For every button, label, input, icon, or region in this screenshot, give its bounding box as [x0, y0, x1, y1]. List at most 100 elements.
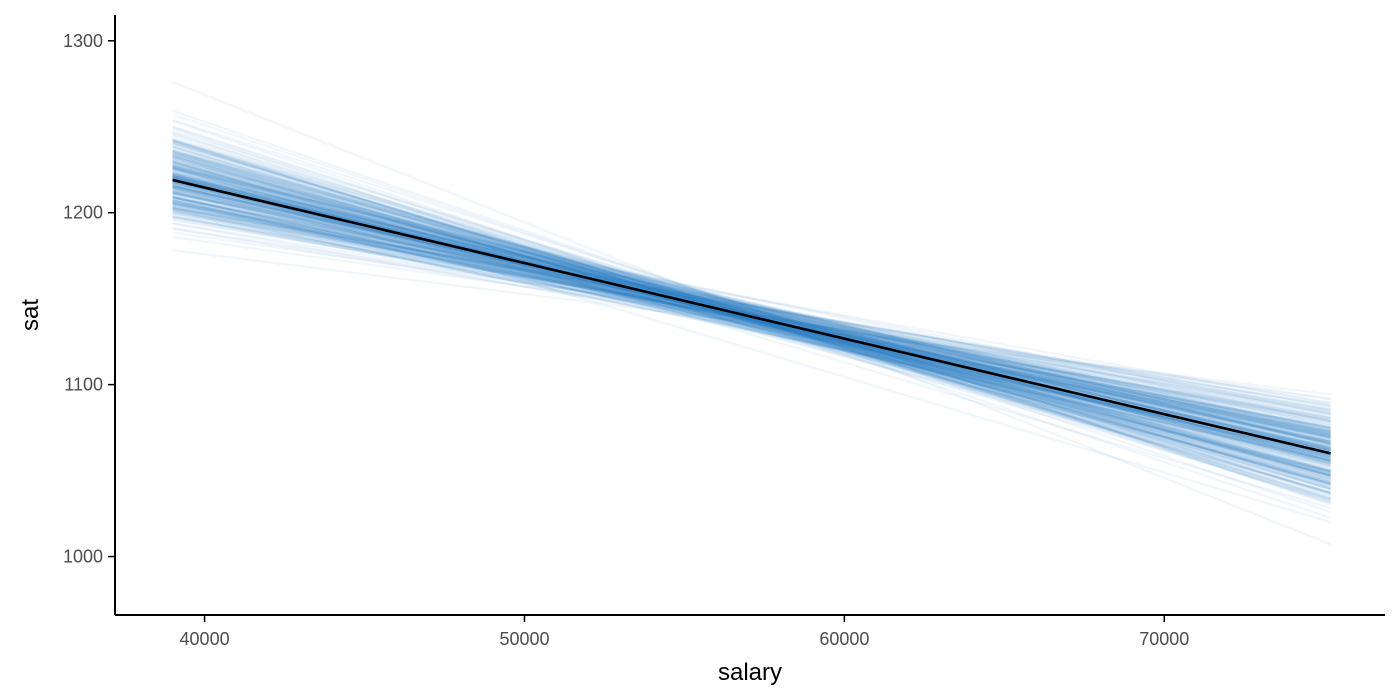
- posterior-draw-line: [172, 190, 1331, 436]
- posterior-draw-line: [172, 174, 1331, 431]
- posterior-draw-line: [172, 178, 1331, 447]
- posterior-draw-line: [172, 180, 1331, 459]
- posterior-draw-line: [172, 219, 1331, 411]
- posterior-draw-line: [172, 201, 1331, 411]
- posterior-draw-line: [172, 182, 1331, 427]
- posterior-draw-line: [172, 199, 1331, 442]
- posterior-draw-line: [172, 202, 1331, 444]
- posterior-draw-line: [172, 192, 1331, 419]
- posterior-draw-line: [172, 192, 1331, 428]
- posterior-draw-line: [172, 174, 1331, 446]
- posterior-draw-line: [172, 201, 1331, 438]
- posterior-draw-line: [172, 204, 1331, 440]
- posterior-draw-line: [172, 167, 1331, 485]
- posterior-draw-line: [172, 164, 1331, 478]
- posterior-draw-line: [172, 177, 1331, 477]
- posterior-draw-line: [172, 169, 1331, 461]
- posterior-draw-line: [172, 175, 1331, 447]
- posterior-draw-line: [172, 198, 1331, 462]
- posterior-draw-line: [172, 168, 1331, 484]
- posterior-draw-line: [172, 178, 1331, 469]
- posterior-draw-line: [172, 222, 1331, 433]
- posterior-draw-line: [172, 180, 1331, 433]
- posterior-draw-line: [172, 141, 1331, 488]
- posterior-draw-line: [172, 149, 1331, 463]
- posterior-draw-line: [172, 216, 1331, 414]
- posterior-draw-line: [172, 166, 1331, 453]
- posterior-draw-line: [172, 196, 1331, 463]
- posterior-draw-line: [172, 187, 1331, 456]
- posterior-draw-line: [172, 137, 1331, 491]
- posterior-draw-line: [172, 207, 1331, 445]
- y-tick-label: 1100: [64, 375, 103, 395]
- posterior-draw-line: [172, 177, 1331, 473]
- posterior-draw-line: [172, 164, 1331, 477]
- posterior-draw-line: [172, 204, 1331, 422]
- posterior-draw-line: [172, 177, 1331, 440]
- posterior-draw-line: [172, 185, 1331, 445]
- posterior-draw-line: [172, 157, 1331, 466]
- posterior-draw-line: [172, 196, 1331, 449]
- posterior-draw-line: [172, 178, 1331, 433]
- posterior-draw-lines: [172, 80, 1332, 546]
- posterior-draw-line: [172, 163, 1331, 464]
- posterior-draw-line: [172, 195, 1331, 457]
- posterior-draw-line: [172, 139, 1331, 501]
- posterior-draw-line: [172, 165, 1331, 442]
- posterior-draw-line: [172, 186, 1331, 436]
- posterior-draw-line: [172, 203, 1331, 423]
- posterior-draw-line: [172, 151, 1331, 462]
- posterior-draw-line: [172, 145, 1331, 481]
- posterior-draw-line: [172, 167, 1331, 480]
- posterior-draw-line: [172, 151, 1331, 496]
- posterior-draw-line: [172, 197, 1331, 421]
- posterior-draw-line: [172, 167, 1331, 472]
- posterior-draw-line: [172, 189, 1331, 426]
- posterior-draw-line: [172, 171, 1331, 478]
- posterior-draw-line: [172, 207, 1331, 408]
- posterior-draw-line: [172, 207, 1331, 411]
- posterior-draw-line: [172, 158, 1331, 463]
- posterior-draw-line: [172, 206, 1331, 407]
- posterior-draw-line: [172, 201, 1331, 439]
- posterior-draw-line: [172, 165, 1331, 461]
- posterior-draw-line: [172, 210, 1331, 451]
- posterior-draw-line: [172, 191, 1331, 456]
- posterior-draw-line: [172, 149, 1331, 470]
- posterior-draw-line: [172, 211, 1331, 438]
- posterior-draw-line: [172, 186, 1331, 435]
- posterior-draw-line: [172, 187, 1331, 456]
- posterior-draw-line: [172, 205, 1331, 415]
- posterior-draw-line: [172, 197, 1331, 444]
- posterior-draw-line: [172, 180, 1331, 458]
- posterior-draw-line: [172, 143, 1331, 485]
- posterior-draw-line: [172, 181, 1331, 474]
- posterior-draw-line: [172, 167, 1331, 446]
- y-axis-title: sat: [17, 299, 44, 331]
- axes: 40000 50000 60000 70000 1000 1100 1200 1300: [63, 15, 1385, 649]
- posterior-draw-line: [172, 149, 1331, 476]
- posterior-draw-line: [172, 171, 1331, 452]
- posterior-draw-line: [172, 165, 1331, 453]
- posterior-draw-line: [172, 146, 1331, 494]
- posterior-draw-line: [172, 177, 1331, 474]
- posterior-draw-line: [172, 186, 1331, 458]
- posterior-draw-line: [172, 80, 1332, 546]
- posterior-draw-line: [172, 127, 1331, 520]
- posterior-draw-line: [172, 167, 1331, 440]
- y-tick-label: 1300: [63, 31, 103, 51]
- posterior-draw-line: [172, 141, 1331, 490]
- posterior-draw-line: [172, 197, 1331, 413]
- posterior-draw-line: [172, 109, 1331, 506]
- fitted-line-layer: [172, 178, 1331, 455]
- posterior-draw-line: [172, 152, 1331, 486]
- posterior-draw-line: [172, 209, 1331, 421]
- posterior-draw-line: [172, 175, 1331, 465]
- posterior-draw-line: [172, 205, 1331, 433]
- posterior-draw-line: [172, 175, 1331, 483]
- posterior-draw-line: [172, 211, 1331, 404]
- posterior-draw-line: [172, 174, 1331, 462]
- posterior-draw-line: [172, 201, 1331, 426]
- posterior-draw-line: [172, 175, 1331, 524]
